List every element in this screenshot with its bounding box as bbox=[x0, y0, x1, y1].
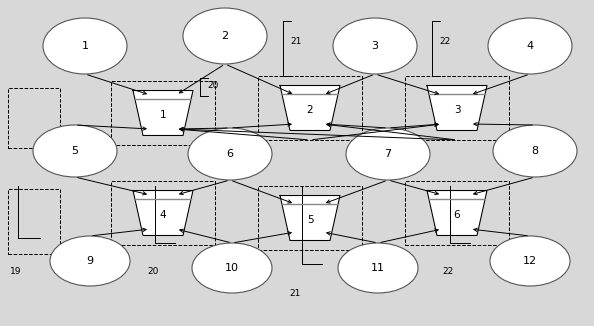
Bar bbox=[405, 181, 509, 245]
Text: 21: 21 bbox=[289, 289, 301, 299]
Ellipse shape bbox=[183, 8, 267, 64]
Ellipse shape bbox=[188, 128, 272, 180]
Text: 22: 22 bbox=[439, 37, 450, 46]
Text: 20: 20 bbox=[147, 266, 159, 275]
Text: 4: 4 bbox=[526, 41, 533, 51]
Text: 20: 20 bbox=[207, 81, 219, 90]
Bar bbox=[258, 76, 362, 140]
Text: 3: 3 bbox=[454, 105, 460, 115]
Text: 9: 9 bbox=[87, 256, 94, 266]
Text: 2: 2 bbox=[307, 105, 313, 115]
Text: 22: 22 bbox=[442, 266, 453, 275]
Polygon shape bbox=[133, 91, 193, 136]
Polygon shape bbox=[280, 196, 340, 241]
Bar bbox=[8, 189, 60, 254]
Text: 6: 6 bbox=[454, 210, 460, 220]
Bar bbox=[258, 186, 362, 250]
Text: 5: 5 bbox=[307, 215, 313, 225]
Bar bbox=[405, 76, 509, 140]
Ellipse shape bbox=[488, 18, 572, 74]
Ellipse shape bbox=[333, 18, 417, 74]
Text: 4: 4 bbox=[160, 210, 166, 220]
Text: 21: 21 bbox=[290, 37, 301, 46]
Text: 7: 7 bbox=[384, 149, 391, 159]
Bar bbox=[8, 88, 60, 148]
Bar bbox=[111, 181, 215, 245]
Polygon shape bbox=[280, 85, 340, 130]
Ellipse shape bbox=[33, 125, 117, 177]
Ellipse shape bbox=[338, 243, 418, 293]
Ellipse shape bbox=[490, 236, 570, 286]
Polygon shape bbox=[427, 85, 487, 130]
Text: 8: 8 bbox=[532, 146, 539, 156]
Ellipse shape bbox=[43, 18, 127, 74]
Text: 6: 6 bbox=[226, 149, 233, 159]
Text: 1: 1 bbox=[81, 41, 89, 51]
Text: 2: 2 bbox=[222, 31, 229, 41]
Text: 12: 12 bbox=[523, 256, 537, 266]
Polygon shape bbox=[133, 190, 193, 235]
Text: 11: 11 bbox=[371, 263, 385, 273]
Ellipse shape bbox=[192, 243, 272, 293]
Text: 19: 19 bbox=[10, 266, 21, 275]
Ellipse shape bbox=[346, 128, 430, 180]
Polygon shape bbox=[427, 190, 487, 235]
Text: 10: 10 bbox=[225, 263, 239, 273]
Bar bbox=[111, 81, 215, 145]
Ellipse shape bbox=[493, 125, 577, 177]
Ellipse shape bbox=[50, 236, 130, 286]
Text: 5: 5 bbox=[71, 146, 78, 156]
Text: 1: 1 bbox=[160, 110, 166, 120]
Text: 3: 3 bbox=[371, 41, 378, 51]
